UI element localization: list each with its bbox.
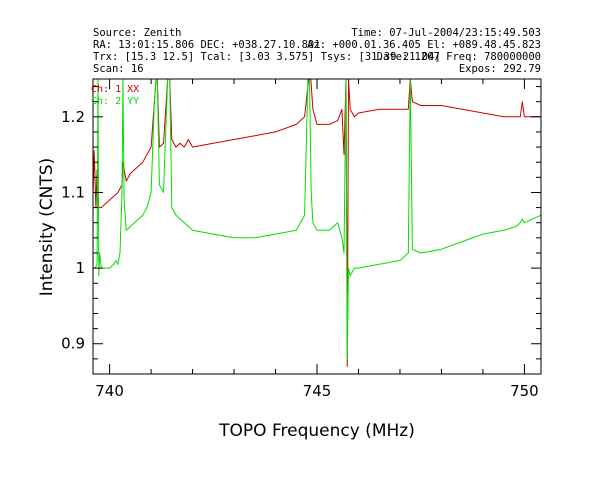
- header-source: Source: Zenith: [93, 27, 182, 39]
- observation-header: Source: Zenith RA: 13:01:15.806 DEC: +03…: [93, 27, 541, 75]
- header-ra-dec: RA: 13:01:15.806 DEC: +038.27.10.801: [93, 39, 321, 51]
- header-trx-tcal-tsys: Trx: [15.3 12.5] Tcal: [3.03 3.575] Tsys…: [93, 51, 441, 63]
- header-time: Time: 07-Jul-2004/23:15:49.503: [351, 27, 541, 39]
- y-tick-label: 1: [75, 259, 85, 277]
- header-scan: Scan: 16: [93, 63, 144, 75]
- y-tick-label: 1.1: [61, 183, 85, 201]
- x-tick-label: 740: [95, 382, 124, 400]
- series-line-2: [93, 79, 541, 360]
- series-layer: [93, 79, 541, 367]
- header-date-freq: Date: 1207 Freq: 780000000: [377, 51, 541, 63]
- x-axis-title: TOPO Frequency (MHz): [218, 421, 415, 441]
- y-axis-title: Intensity (CNTS): [37, 158, 57, 296]
- x-tick-label: 745: [303, 382, 332, 400]
- header-expos: Expos: 292.79: [459, 63, 541, 75]
- axis-ticks: 740 745 750 0.9 1 1.1 1.2: [61, 79, 541, 400]
- x-tick-label: 750: [510, 382, 539, 400]
- legend-series-2: Ch: 2 YY: [91, 96, 139, 107]
- y-tick-label: 0.9: [61, 335, 85, 353]
- series-line-1: [93, 79, 541, 367]
- header-az-el: Az: +000.01.36.405 El: +089.48.45.823: [307, 39, 541, 51]
- plot-frame: [92, 78, 542, 375]
- y-tick-label: 1.2: [61, 108, 85, 126]
- legend: Ch: 1 XX Ch: 2 YY: [91, 84, 139, 107]
- legend-series-1: Ch: 1 XX: [91, 84, 139, 95]
